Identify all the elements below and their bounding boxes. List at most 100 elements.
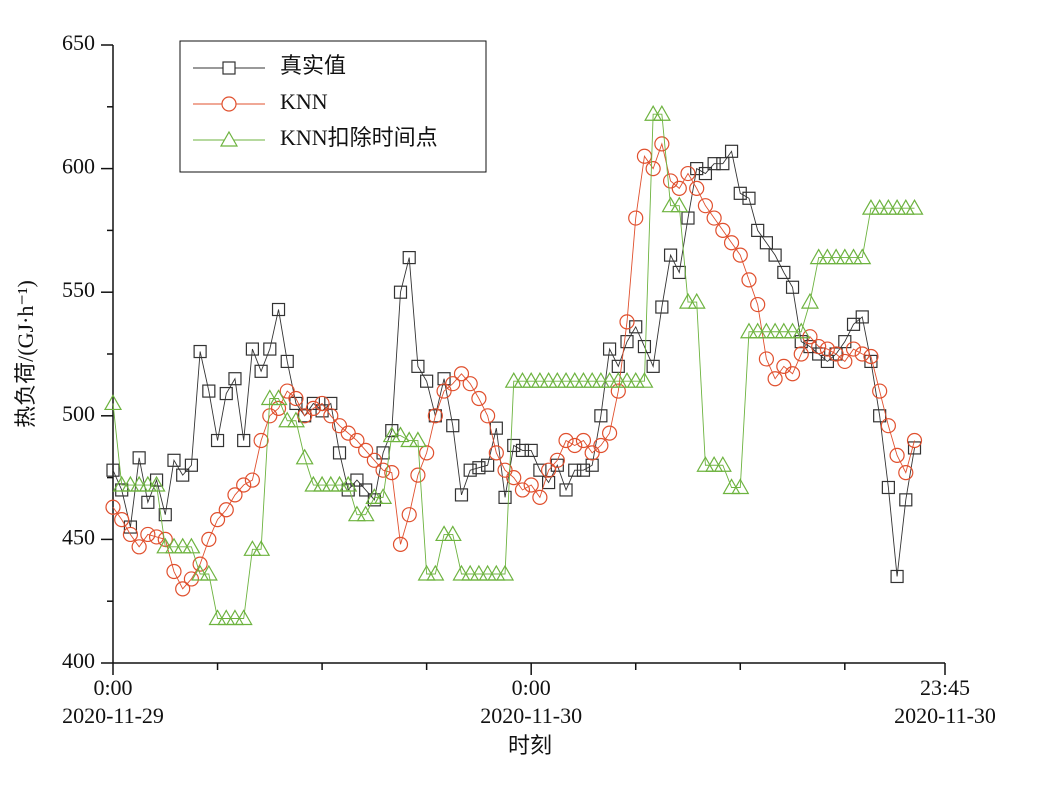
marker-circle <box>340 425 356 441</box>
marker-triangle <box>278 411 297 428</box>
marker-circle <box>662 173 679 189</box>
marker-triangle <box>687 292 706 309</box>
marker-triangle <box>138 475 157 492</box>
series-line <box>112 113 915 619</box>
marker-triangle <box>757 322 776 339</box>
x-axis-label: 时刻 <box>508 733 552 758</box>
marker-square <box>228 372 242 386</box>
marker-square <box>559 483 573 497</box>
marker-circle <box>131 539 147 555</box>
marker-circle <box>689 180 705 196</box>
marker-square <box>289 396 303 411</box>
legend-marker <box>221 96 237 112</box>
marker-triangle <box>164 537 184 554</box>
marker-circle <box>514 482 531 498</box>
marker-square <box>742 191 756 205</box>
marker-square <box>184 458 199 472</box>
marker-square <box>350 473 364 487</box>
marker-triangle <box>539 371 558 388</box>
marker-square <box>219 386 233 401</box>
x-tick-date: 2020-11-30 <box>480 703 582 728</box>
marker-square <box>829 347 843 361</box>
marker-triangle <box>208 609 227 626</box>
marker-triangle <box>766 322 785 339</box>
marker-triangle <box>722 478 741 495</box>
marker-circle <box>706 210 722 226</box>
marker-triangle <box>835 248 854 265</box>
legend-label: KNN扣除时间点 <box>280 125 438 150</box>
marker-triangle <box>330 475 349 492</box>
marker-square <box>777 265 791 280</box>
marker-triangle <box>461 564 480 581</box>
marker-triangle <box>182 537 201 554</box>
marker-circle <box>262 408 278 424</box>
marker-circle <box>462 376 478 392</box>
marker-triangle <box>313 475 332 492</box>
marker-circle <box>697 198 714 214</box>
marker-square <box>454 488 469 502</box>
marker-triangle <box>286 411 305 428</box>
x-tick-date: 2020-11-29 <box>62 703 164 728</box>
marker-circle <box>776 358 792 374</box>
marker-triangle <box>478 564 497 581</box>
marker-circle <box>723 235 740 251</box>
marker-circle <box>549 452 565 468</box>
marker-triangle <box>443 525 462 542</box>
marker-triangle <box>739 322 759 339</box>
marker-square <box>271 302 286 317</box>
x-tick-label: 0:00 <box>93 675 132 700</box>
marker-square <box>768 248 782 262</box>
marker-triangle <box>678 292 698 309</box>
legend-marker <box>222 61 236 75</box>
marker-triangle <box>827 248 846 265</box>
marker-triangle <box>217 609 236 626</box>
marker-triangle <box>652 105 671 121</box>
marker-square <box>707 157 721 171</box>
marker-triangle <box>713 456 732 472</box>
marker-square <box>864 354 878 369</box>
marker-square <box>411 359 425 373</box>
marker-circle <box>784 366 801 382</box>
marker-triangle <box>565 371 584 388</box>
marker-square <box>472 461 486 475</box>
marker-triangle <box>295 448 314 465</box>
marker-circle <box>314 395 330 412</box>
marker-triangle <box>644 105 663 121</box>
marker-triangle <box>243 540 262 556</box>
marker-circle <box>366 452 382 468</box>
marker-circle <box>575 432 592 449</box>
marker-circle <box>767 371 783 387</box>
marker-square <box>803 339 817 354</box>
marker-triangle <box>147 475 166 492</box>
marker-circle <box>358 442 374 459</box>
marker-circle <box>175 581 191 597</box>
marker-circle <box>732 247 748 263</box>
marker-circle <box>541 462 557 478</box>
y-tick-label: 400 <box>62 648 95 673</box>
marker-triangle <box>748 322 767 339</box>
marker-square <box>899 493 913 507</box>
marker-triangle <box>574 371 593 388</box>
marker-square <box>306 396 320 411</box>
marker-triangle <box>321 475 340 492</box>
marker-circle <box>584 445 600 461</box>
marker-circle <box>854 346 870 362</box>
marker-circle <box>480 408 496 424</box>
marker-circle <box>898 465 914 481</box>
marker-square <box>332 446 347 460</box>
marker-triangle <box>853 248 872 265</box>
marker-circle <box>140 526 156 543</box>
marker-square <box>646 359 660 373</box>
marker-circle <box>288 390 304 407</box>
marker-triangle <box>112 475 131 492</box>
marker-triangle <box>408 431 427 448</box>
marker-square <box>498 490 512 504</box>
marker-triangle <box>705 456 724 472</box>
marker-square <box>785 280 800 294</box>
marker-circle <box>236 477 252 493</box>
marker-circle <box>837 353 853 370</box>
marker-triangle <box>583 371 602 388</box>
marker-circle <box>270 400 287 416</box>
marker-triangle <box>191 564 210 581</box>
